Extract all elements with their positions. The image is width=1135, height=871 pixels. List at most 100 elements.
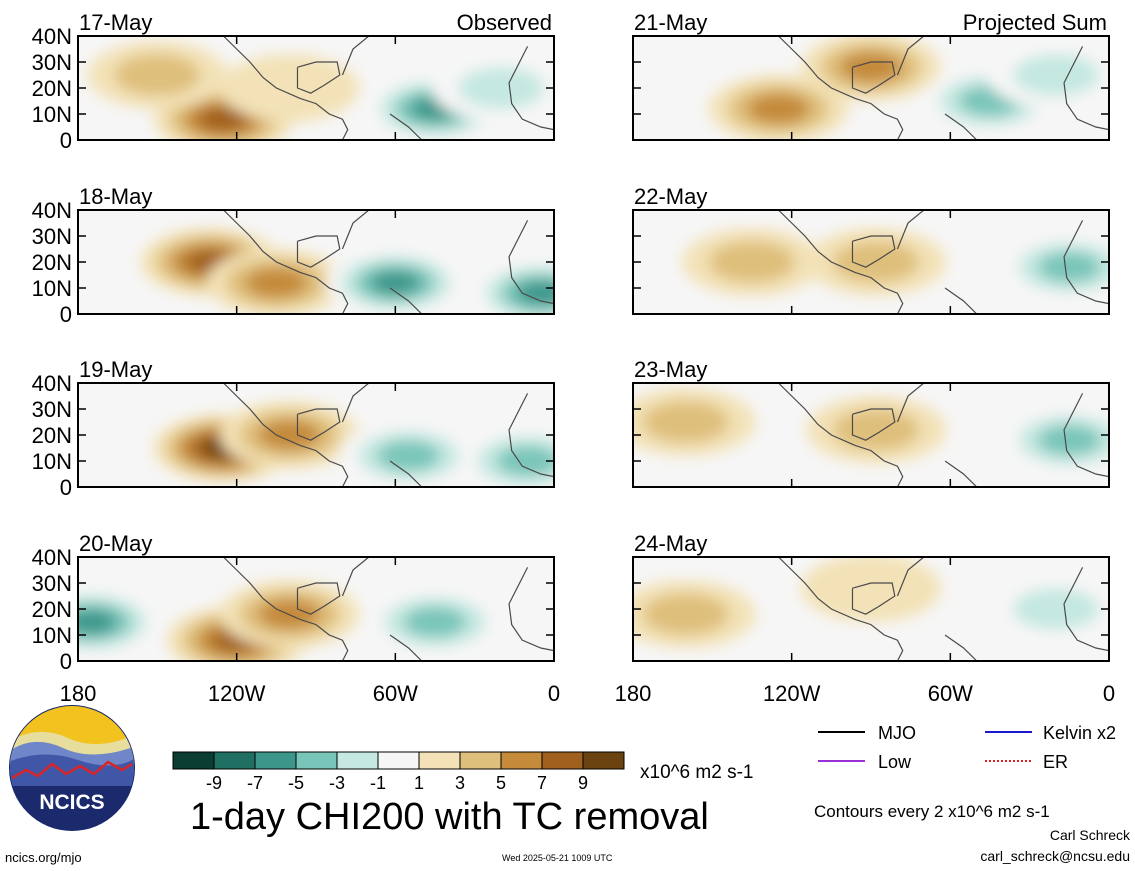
anomaly-blob	[1038, 252, 1101, 283]
colorbar-tick-label: -1	[370, 773, 386, 793]
x-tick-label: 120W	[763, 681, 821, 706]
legend-label-low: Low	[878, 752, 912, 772]
y-tick-label: 10N	[32, 102, 72, 127]
coastline-africa	[508, 567, 554, 652]
coastline-south-america	[944, 460, 978, 487]
y-tick-label: 40N	[32, 198, 72, 223]
author-email: carl_schreck@ncsu.edu	[980, 848, 1130, 864]
x-tick-label: 60W	[373, 681, 418, 706]
y-tick-label: 20N	[32, 423, 72, 448]
anomaly-blob	[801, 557, 941, 623]
chart-title: 1-day CHI200 with TC removal	[190, 796, 709, 838]
coastline-americas	[778, 210, 904, 314]
footer-timestamp: Wed 2025-05-21 1009 UTC	[502, 853, 613, 863]
y-tick-label: 30N	[32, 224, 72, 249]
anomaly-blob	[370, 270, 420, 295]
anomaly-blob	[245, 267, 308, 298]
coastline-east	[341, 36, 370, 76]
coastline-east	[896, 557, 925, 597]
colorbar-swatch	[172, 751, 215, 770]
coastline-africa	[1063, 220, 1109, 305]
y-tick-label: 0	[60, 128, 72, 153]
coastline-gulf	[851, 235, 896, 268]
coastline-americas	[778, 36, 904, 140]
panel-22-may	[633, 210, 1109, 314]
colorbar-swatch	[500, 751, 543, 770]
coastline-east	[341, 557, 370, 597]
anomaly-blob	[1038, 425, 1101, 456]
legend-label-mjo: MJO	[878, 723, 916, 743]
legend-label-er: ER	[1043, 752, 1068, 772]
colorbar-swatch	[336, 751, 379, 770]
anomaly-blob	[78, 610, 116, 634]
anomaly-blob	[258, 419, 321, 451]
colorbar-tick-label: -3	[329, 773, 345, 793]
coastline-gulf	[296, 408, 341, 441]
coastline-south-america	[389, 634, 423, 661]
author-name: Carl Schreck	[1049, 827, 1130, 843]
anomaly-blob	[833, 408, 920, 451]
colorbar-swatch	[541, 751, 584, 770]
anomaly-blob	[403, 606, 467, 638]
panel-date: 20-May	[79, 531, 152, 556]
anomaly-blob	[642, 401, 729, 443]
colorbar-swatch	[377, 751, 420, 770]
contours-note: Contours every 2 x10^6 m2 s-1	[814, 802, 1050, 821]
coastline-africa	[1063, 567, 1109, 652]
column-header: Projected Sum	[963, 10, 1107, 35]
y-tick-label: 10N	[32, 276, 72, 301]
coastline-americas	[778, 557, 904, 661]
anomaly-blob	[642, 593, 729, 636]
anomaly-blob	[839, 52, 903, 83]
coastline-americas	[223, 383, 349, 487]
coastline-gulf	[296, 61, 341, 94]
y-tick-label: 40N	[32, 371, 72, 396]
coastline-south-america	[944, 287, 978, 314]
colorbar-tick-label: 7	[537, 773, 547, 793]
anomaly-blob	[199, 107, 248, 132]
colorbar-tick-label: -7	[247, 773, 263, 793]
panel-18-may	[78, 210, 554, 314]
y-tick-label: 40N	[32, 24, 72, 49]
coastline-gulf	[296, 582, 341, 615]
y-tick-label: 10N	[32, 623, 72, 648]
y-tick-label: 0	[60, 302, 72, 327]
anomaly-blob	[833, 241, 920, 283]
y-tick-label: 30N	[32, 397, 72, 422]
coastline-south-america	[389, 287, 423, 314]
coastline-americas	[223, 557, 349, 661]
coastline-gulf	[296, 235, 341, 268]
coastline-east	[896, 210, 925, 250]
colorbar-tick-label: 5	[496, 773, 506, 793]
colorbar-swatch	[295, 751, 338, 770]
colorbar-units: x10^6 m2 s-1	[640, 762, 754, 783]
colorbar-swatch	[213, 751, 256, 770]
colorbar-tick-label: 1	[414, 773, 424, 793]
anomaly-blob	[708, 241, 796, 283]
anomaly-blob	[458, 67, 545, 109]
coastline-africa	[1063, 46, 1109, 131]
coastline-south-america	[389, 113, 423, 140]
anomaly-blob	[114, 54, 201, 96]
panel-date: 17-May	[79, 10, 152, 35]
coastline-south-america	[389, 460, 423, 487]
coastline-americas	[223, 210, 349, 314]
logo-text: NCICS	[39, 791, 104, 814]
coastline-africa	[508, 393, 554, 478]
y-tick-label: 20N	[32, 250, 72, 275]
coastline-east	[896, 36, 925, 76]
colorbar-swatch	[582, 751, 625, 770]
colorbar-tick-label: 9	[578, 773, 588, 793]
anomaly-blob	[377, 440, 440, 471]
panel-20-may	[78, 557, 554, 661]
anomaly-blob	[516, 281, 554, 306]
x-tick-label: 0	[548, 681, 560, 706]
y-tick-label: 30N	[32, 571, 72, 596]
coastline-gulf	[851, 61, 896, 94]
x-tick-label: 180	[60, 681, 97, 706]
panel-23-may	[633, 383, 1109, 487]
ncics-logo: NCICS	[8, 704, 136, 832]
y-tick-label: 10N	[32, 449, 72, 474]
colorbar-tick-label: -5	[288, 773, 304, 793]
coastline-americas	[223, 36, 349, 140]
